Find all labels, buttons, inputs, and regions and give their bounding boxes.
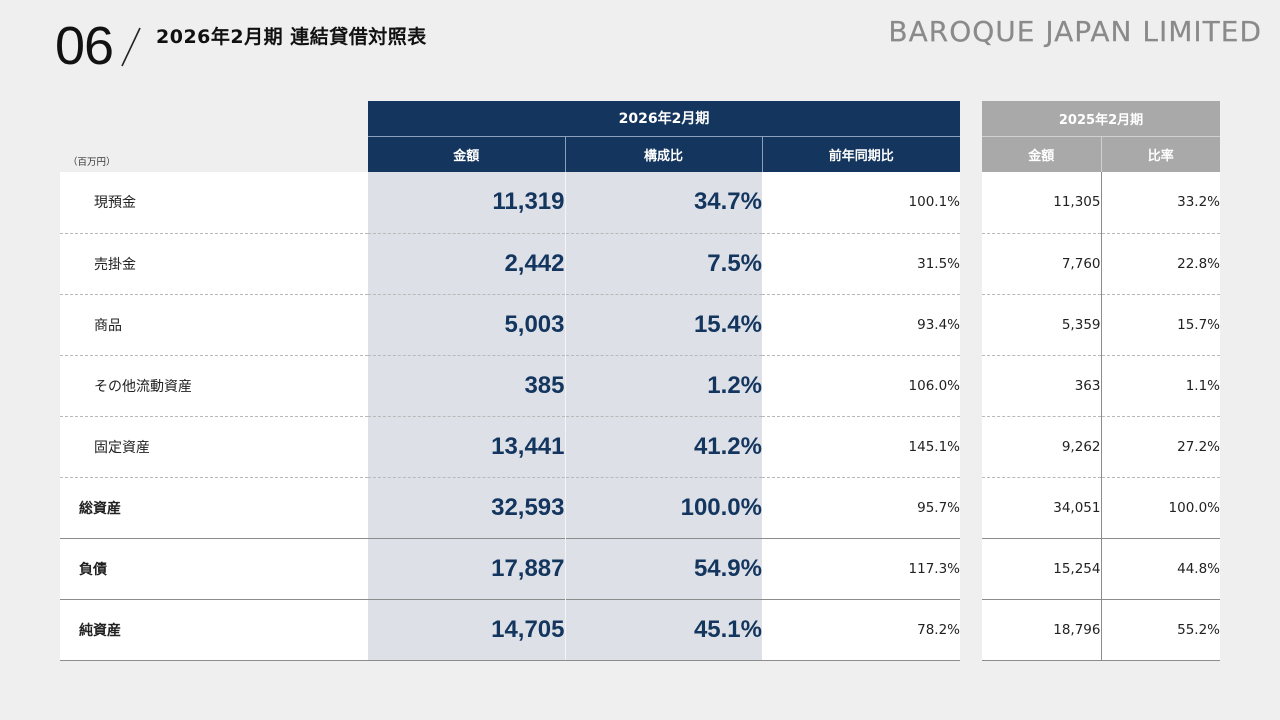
amount-cell: 32,593 bbox=[368, 477, 566, 539]
yoy-header: 前年同期比 bbox=[761, 136, 961, 172]
prior-ratio-cell: 1.1% bbox=[1101, 355, 1221, 417]
composition-cell: 7.5% bbox=[565, 233, 762, 295]
row-label: 固定資産 bbox=[60, 416, 368, 478]
page-title: 2026年2月期 連結貸借対照表 bbox=[156, 26, 427, 48]
composition-cell: 100.0% bbox=[565, 477, 762, 539]
prior-amount-cell: 7,760 bbox=[982, 233, 1102, 295]
yoy-cell: 117.3% bbox=[762, 537, 961, 600]
prior-amount-cell: 11,305 bbox=[982, 172, 1102, 234]
table-row: 5,359 15.7% bbox=[982, 294, 1221, 356]
prior-period-header: 2025年2月期 bbox=[982, 101, 1221, 137]
table-row: 商品 5,003 15.4% 93.4% bbox=[60, 294, 961, 356]
table-row: 363 1.1% bbox=[982, 355, 1221, 417]
table-row: 固定資産 13,441 41.2% 145.1% bbox=[60, 416, 961, 478]
row-label: 総資産 bbox=[60, 477, 368, 539]
row-label: 売掛金 bbox=[60, 233, 368, 295]
row-label: その他流動資産 bbox=[60, 355, 368, 417]
prior-amount-cell: 363 bbox=[982, 355, 1102, 417]
table-row: 9,262 27.2% bbox=[982, 416, 1221, 478]
composition-cell: 41.2% bbox=[565, 416, 762, 478]
prior-period-table: 2025年2月期 金額 比率 11,305 33.2% 7,760 22.8% … bbox=[982, 101, 1221, 661]
amount-cell: 385 bbox=[368, 355, 566, 417]
prior-amount-cell: 5,359 bbox=[982, 294, 1102, 356]
prior-amount-cell: 9,262 bbox=[982, 416, 1102, 478]
slash-divider-icon bbox=[121, 27, 141, 67]
table-row: 18,796 55.2% bbox=[982, 598, 1221, 661]
amount-cell: 2,442 bbox=[368, 233, 566, 295]
amount-cell: 13,441 bbox=[368, 416, 566, 478]
prior-amount-cell: 18,796 bbox=[982, 598, 1102, 661]
yoy-cell: 106.0% bbox=[762, 355, 961, 417]
composition-cell: 15.4% bbox=[565, 294, 762, 356]
table-row: 現預金 11,319 34.7% 100.1% bbox=[60, 172, 961, 234]
row-label: 負債 bbox=[60, 537, 368, 600]
yoy-cell: 31.5% bbox=[762, 233, 961, 295]
composition-cell: 45.1% bbox=[565, 598, 762, 661]
amount-cell: 5,003 bbox=[368, 294, 566, 356]
prior-ratio-cell: 33.2% bbox=[1101, 172, 1221, 234]
prior-ratio-header: 比率 bbox=[1100, 136, 1221, 172]
table-row-net-assets: 純資産 14,705 45.1% 78.2% bbox=[60, 598, 961, 661]
amount-cell: 14,705 bbox=[368, 598, 566, 661]
yoy-cell: 78.2% bbox=[762, 598, 961, 661]
amount-cell: 11,319 bbox=[368, 172, 566, 234]
table-row: 34,051 100.0% bbox=[982, 477, 1221, 539]
prior-amount-cell: 15,254 bbox=[982, 537, 1102, 600]
prior-ratio-cell: 100.0% bbox=[1101, 477, 1221, 539]
prior-ratio-cell: 55.2% bbox=[1101, 598, 1221, 661]
yoy-cell: 93.4% bbox=[762, 294, 961, 356]
yoy-cell: 100.1% bbox=[762, 172, 961, 234]
table-row-liabilities: 負債 17,887 54.9% 117.3% bbox=[60, 537, 961, 600]
prior-ratio-cell: 27.2% bbox=[1101, 416, 1221, 478]
yoy-cell: 145.1% bbox=[762, 416, 961, 478]
brand-logo: BAROQUE JAPAN LIMITED bbox=[888, 15, 1262, 48]
row-label: 現預金 bbox=[60, 172, 368, 234]
row-label: 商品 bbox=[60, 294, 368, 356]
table-row: 11,305 33.2% bbox=[982, 172, 1221, 234]
row-label: 純資産 bbox=[60, 598, 368, 661]
composition-header: 構成比 bbox=[564, 136, 762, 172]
prior-ratio-cell: 22.8% bbox=[1101, 233, 1221, 295]
table-row: その他流動資産 385 1.2% 106.0% bbox=[60, 355, 961, 417]
balance-sheet-table: 2026年2月期 金額 構成比 前年同期比 現預金 11,319 34.7% 1… bbox=[60, 101, 961, 661]
current-period-header: 2026年2月期 bbox=[368, 101, 961, 137]
table-row: 7,760 22.8% bbox=[982, 233, 1221, 295]
slide-number: 06 bbox=[55, 16, 114, 76]
amount-header: 金額 bbox=[368, 136, 565, 172]
amount-cell: 17,887 bbox=[368, 537, 566, 600]
yoy-cell: 95.7% bbox=[762, 477, 961, 539]
composition-cell: 54.9% bbox=[565, 537, 762, 600]
blank-header bbox=[60, 136, 368, 172]
table-row: 15,254 44.8% bbox=[982, 537, 1221, 600]
composition-cell: 34.7% bbox=[565, 172, 762, 234]
prior-ratio-cell: 15.7% bbox=[1101, 294, 1221, 356]
prior-amount-header: 金額 bbox=[982, 136, 1101, 172]
unit-label: （百万円） bbox=[68, 157, 116, 168]
prior-ratio-cell: 44.8% bbox=[1101, 537, 1221, 600]
blank-header bbox=[60, 101, 368, 136]
composition-cell: 1.2% bbox=[565, 355, 762, 417]
prior-amount-cell: 34,051 bbox=[982, 477, 1102, 539]
table-row: 売掛金 2,442 7.5% 31.5% bbox=[60, 233, 961, 295]
table-row-total-assets: 総資産 32,593 100.0% 95.7% bbox=[60, 477, 961, 539]
